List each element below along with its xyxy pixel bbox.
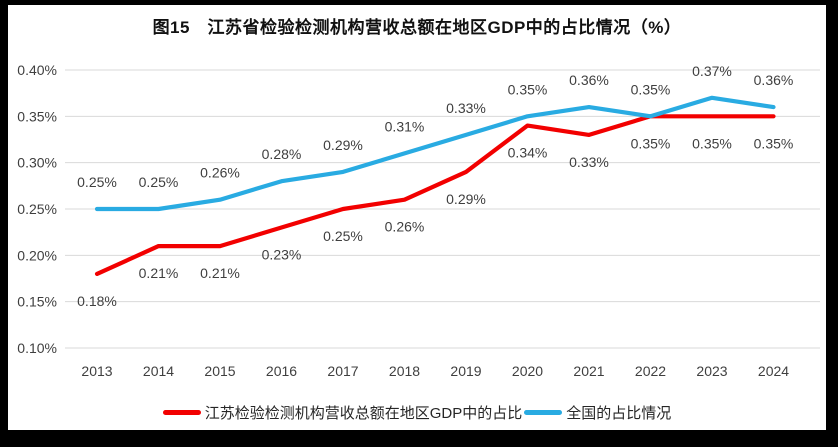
x-axis-tick-label: 2023 [696,363,727,379]
y-axis-tick-label: 0.25% [17,201,57,217]
x-axis-tick-label: 2021 [573,363,604,379]
data-label: 0.26% [385,219,425,235]
x-axis-tick-label: 2022 [635,363,666,379]
data-label: 0.23% [262,247,302,263]
x-axis-tick-label: 2014 [143,363,174,379]
data-label: 0.31% [385,118,425,134]
data-label: 0.35% [631,135,671,151]
data-label: 0.33% [446,100,486,116]
legend-item-national: 全国的占比情况 [524,402,671,423]
legend-item-jiangsu: 江苏检验检测机构营收总额在地区GDP中的占比 [162,402,523,423]
data-label: 0.25% [323,228,363,244]
data-label: 0.35% [754,135,794,151]
data-label: 0.29% [446,191,486,207]
data-label: 0.25% [77,174,117,190]
x-axis-tick-label: 2017 [327,363,358,379]
legend: 江苏检验检测机构营收总额在地区GDP中的占比 全国的占比情况 [8,401,826,423]
data-label: 0.21% [139,265,179,281]
y-axis-tick-label: 0.20% [17,247,57,263]
x-axis-tick-label: 2016 [266,363,297,379]
chart-panel [8,5,826,430]
x-axis-tick-label: 2015 [204,363,235,379]
data-label: 0.35% [508,81,548,97]
data-label: 0.37% [692,63,732,79]
data-label: 0.34% [508,145,548,161]
data-label: 0.25% [139,174,179,190]
y-axis-tick-label: 0.40% [17,62,57,78]
legend-label-national: 全国的占比情况 [566,404,672,422]
data-label: 0.21% [200,265,240,281]
y-axis-tick-label: 0.35% [17,108,57,124]
series-line-1 [94,95,776,212]
data-label: 0.36% [754,72,794,88]
series-line-0 [94,114,776,276]
x-axis-tick-label: 2013 [81,363,112,379]
chart-title: 图15 江苏省检验检测机构营收总额在地区GDP中的占比情况（%） [152,18,682,37]
x-axis-tick-label: 2019 [450,363,481,379]
data-label: 0.36% [569,72,609,88]
data-label: 0.35% [692,135,732,151]
legend-line-swatch-jiangsu [162,409,201,415]
y-axis-tick-label: 0.10% [17,340,57,356]
data-label: 0.18% [77,293,117,309]
data-label: 0.35% [631,81,671,97]
data-label: 0.26% [200,165,240,181]
data-label: 0.28% [262,146,302,162]
data-label: 0.29% [323,137,363,153]
x-axis-tick-label: 2024 [758,363,789,379]
data-label: 0.33% [569,154,609,170]
legend-label-jiangsu: 江苏检验检测机构营收总额在地区GDP中的占比 [204,404,523,422]
x-axis-tick-label: 2020 [512,363,543,379]
legend-line-swatch-national [524,409,563,415]
y-axis-tick-label: 0.15% [17,294,57,310]
x-axis-tick-label: 2018 [389,363,420,379]
y-axis-tick-label: 0.30% [17,155,57,171]
